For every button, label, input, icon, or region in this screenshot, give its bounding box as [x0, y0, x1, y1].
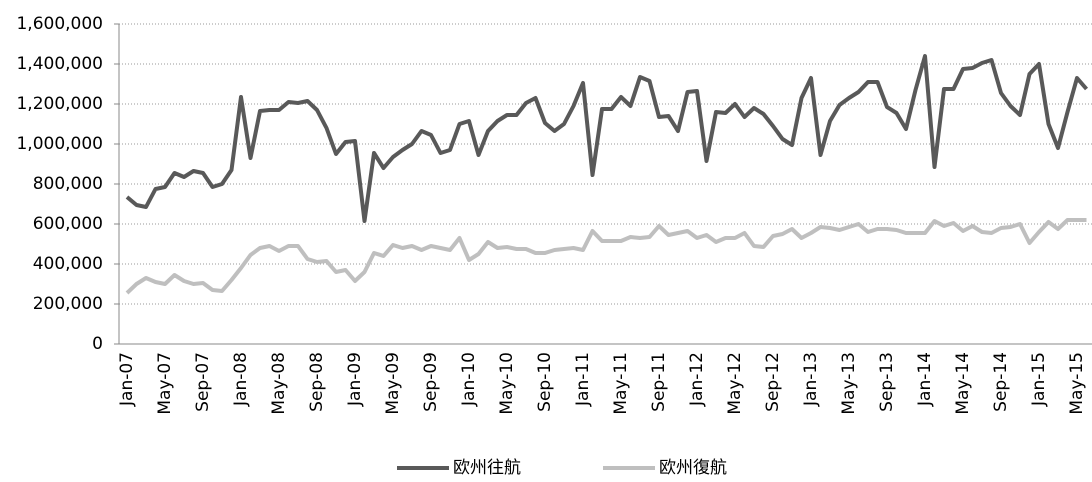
x-tick-label: May-07 [155, 352, 175, 415]
x-tick-label: May-14 [953, 352, 973, 415]
x-tick-label: Sep-09 [421, 352, 441, 412]
x-tick-label: May-10 [497, 352, 517, 415]
x-tick-label: Sep-08 [307, 352, 327, 412]
x-tick-label: Jan-08 [231, 352, 251, 407]
series-line [125, 218, 1087, 295]
x-tick-label: May-09 [383, 352, 403, 415]
x-tick-label: Jan-07 [117, 352, 137, 407]
x-tick-label: May-12 [725, 352, 745, 415]
y-tick-label: 200,000 [33, 294, 103, 314]
x-tick-label: May-15 [1067, 352, 1087, 415]
y-tick-label: 800,000 [33, 174, 103, 194]
x-tick-label: Jan-11 [573, 352, 593, 407]
x-tick-label: Jan-12 [687, 352, 707, 407]
legend-label: 欧州往航 [453, 458, 521, 478]
x-tick-label: Sep-13 [877, 352, 897, 412]
y-tick-label: 1,200,000 [16, 94, 103, 114]
x-tick-label: Sep-14 [991, 352, 1011, 412]
y-tick-label: 1,600,000 [16, 14, 103, 34]
legend-label: 欧州復航 [659, 458, 727, 478]
series-line [125, 54, 1089, 223]
y-tick-label: 600,000 [33, 214, 103, 234]
x-tick-label: Sep-11 [649, 352, 669, 412]
x-tick-label: May-08 [269, 352, 289, 415]
x-tick-label: Jan-10 [459, 352, 479, 407]
x-tick-label: Sep-10 [535, 352, 555, 412]
x-tick-label: Sep-12 [763, 352, 783, 412]
x-tick-label: Jan-13 [801, 352, 821, 407]
y-tick-label: 1,400,000 [16, 54, 103, 74]
y-tick-label: 400,000 [33, 254, 103, 274]
x-tick-label: Jan-15 [1029, 352, 1049, 407]
x-tick-label: May-13 [839, 352, 859, 415]
x-tick-label: May-11 [611, 352, 631, 415]
y-tick-label: 0 [92, 334, 103, 354]
x-tick-label: Jan-09 [345, 352, 365, 407]
x-tick-label: Sep-07 [193, 352, 213, 412]
x-tick-label: Jan-14 [915, 352, 935, 407]
y-tick-label: 1,000,000 [16, 134, 103, 154]
